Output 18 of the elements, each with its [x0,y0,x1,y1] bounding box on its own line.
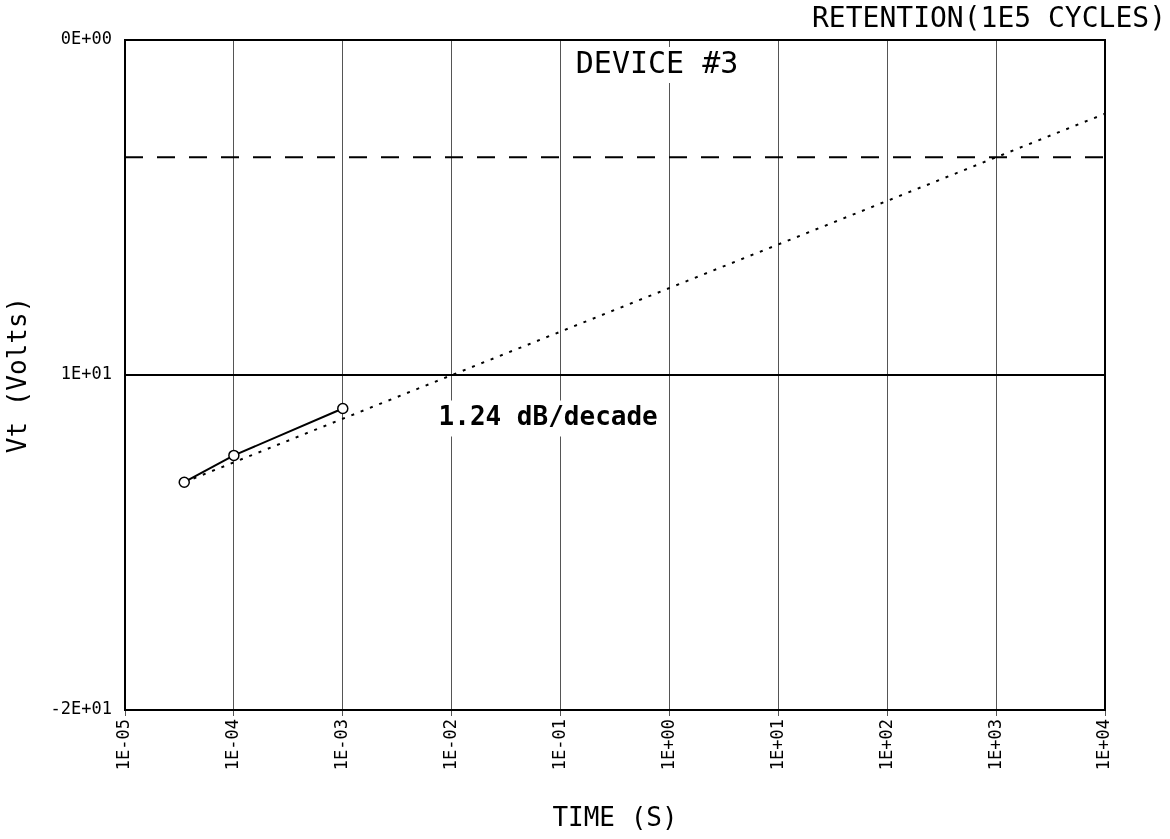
annotation: DEVICE #3 [575,44,739,80]
x-tick-label: 1E+03 [984,719,1005,771]
y-tick-label: -2E+01 [50,698,112,719]
x-tick-label: 1E-01 [548,719,569,771]
y-axis-title: Vt (Volts) [2,296,33,454]
x-tick-label: 1E-04 [222,719,243,771]
chart-title: RETENTION(1E5 CYCLES) [811,1,1166,35]
x-tick-label: 1E+04 [1093,719,1114,771]
x-tick-label: 1E-03 [331,719,352,771]
x-tick-label: 1E-02 [440,719,461,771]
x-tick-label: 1E+02 [875,719,896,771]
x-tick-label: 1E+01 [766,719,787,771]
x-tick-label: 1E-05 [113,719,134,771]
x-axis-title: TIME (S) [552,802,678,833]
annotation: 1.24 dB/decade [438,401,658,432]
x-tick-label: 1E+00 [657,719,678,771]
y-tick-label: 0E+00 [60,28,112,49]
y-tick-label: 1E+01 [60,363,112,384]
